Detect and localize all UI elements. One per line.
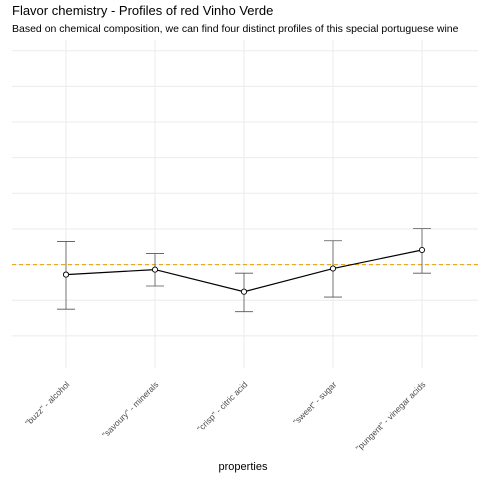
grid-lines: [12, 40, 478, 368]
x-tick-label: "pungent" - vinegar acids: [354, 379, 428, 453]
chart-title: Flavor chemistry - Profiles of red Vinho…: [12, 3, 274, 18]
data-point: [240, 288, 248, 295]
data-point: [418, 246, 426, 254]
x-tick-label: "sweet" - sugar: [291, 379, 339, 427]
chart-subtitle: Based on chemical composition, we can fi…: [12, 23, 459, 35]
x-axis-label: properties: [218, 461, 268, 473]
data-point: [62, 271, 70, 278]
x-tick-label: "buzz" - alcohol: [23, 379, 72, 428]
x-tick-labels: "buzz" - alcohol "savoury" - minerals "cri…: [23, 379, 427, 453]
data-point: [329, 265, 337, 272]
data-points: [62, 246, 426, 295]
data-point: [151, 266, 159, 273]
x-tick-label: "crisp" - citric acid: [195, 379, 250, 434]
x-tick-label: "savoury" - minerals: [100, 379, 160, 439]
